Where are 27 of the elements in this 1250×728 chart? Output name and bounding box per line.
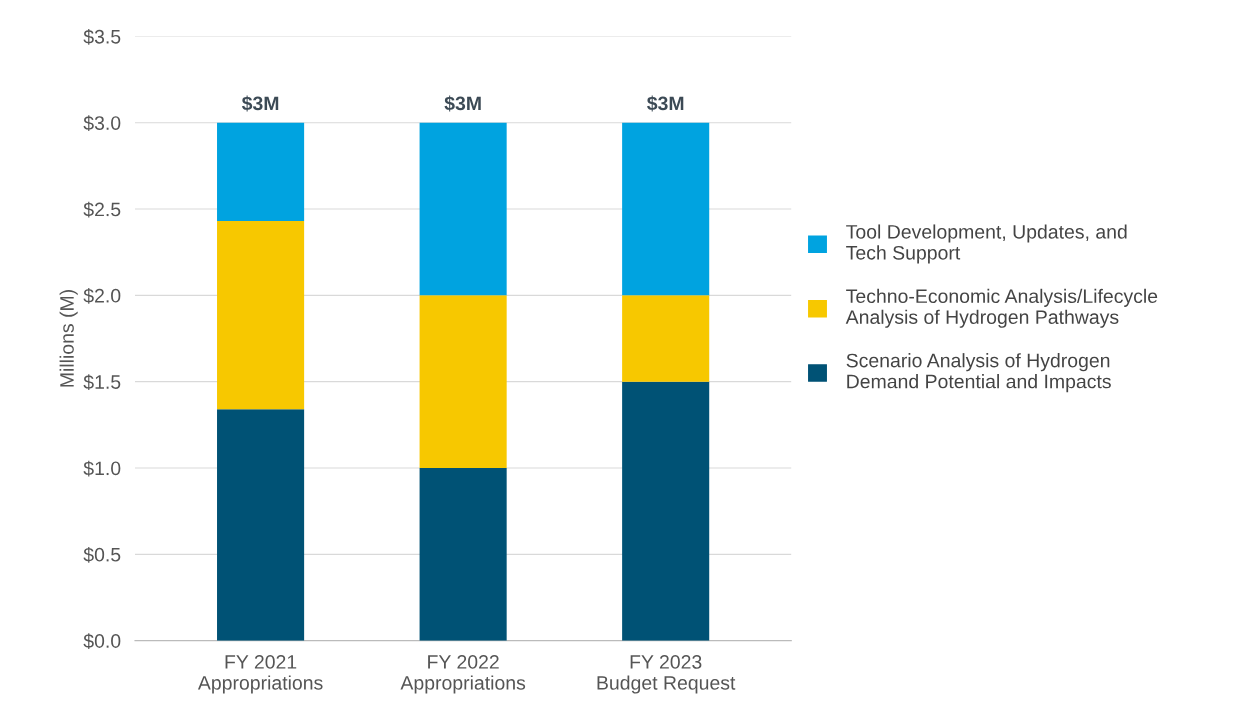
y-tick-label: $3.5: [83, 29, 121, 45]
bar: [419, 468, 507, 641]
y-tick-label: $1.0: [83, 460, 121, 477]
bar: [217, 122, 305, 222]
total-label: $3M: [241, 95, 279, 112]
bar: [217, 221, 305, 410]
x-tick-label: FY 2021 Appropriations: [197, 655, 323, 694]
y-tick-label: $2.5: [83, 201, 121, 218]
bar: [622, 122, 710, 296]
legend-label: Scenario Analysis of Hydrogen Demand Potential and Impacts: [846, 353, 1111, 393]
legend-label: Techno-Economic Analysis/Lifecycle Analysis of Hydrogen Pathways: [845, 288, 1158, 328]
x-tick-label: FY 2022 Appropriations: [400, 655, 526, 694]
bar: [622, 295, 710, 382]
y-tick-label: $2.0: [83, 288, 121, 304]
total-label: $3M: [444, 95, 481, 112]
bar: [622, 381, 710, 641]
bar: [217, 409, 305, 641]
y-tick-label: $0.5: [83, 546, 121, 563]
y-tick-label: $0.0: [83, 633, 121, 650]
y-tick-label: $3.0: [83, 115, 121, 132]
bar: [419, 295, 507, 468]
y-axis-title: Millions (M): [59, 290, 78, 387]
total-label: $3M: [647, 95, 684, 112]
legend-label: Tool Development, Updates, and Tech Support: [846, 224, 1127, 264]
x-tick-label: FY 2023 Budget Request: [597, 655, 736, 694]
y-tick-label: $1.5: [83, 374, 121, 391]
bar: [419, 122, 507, 296]
